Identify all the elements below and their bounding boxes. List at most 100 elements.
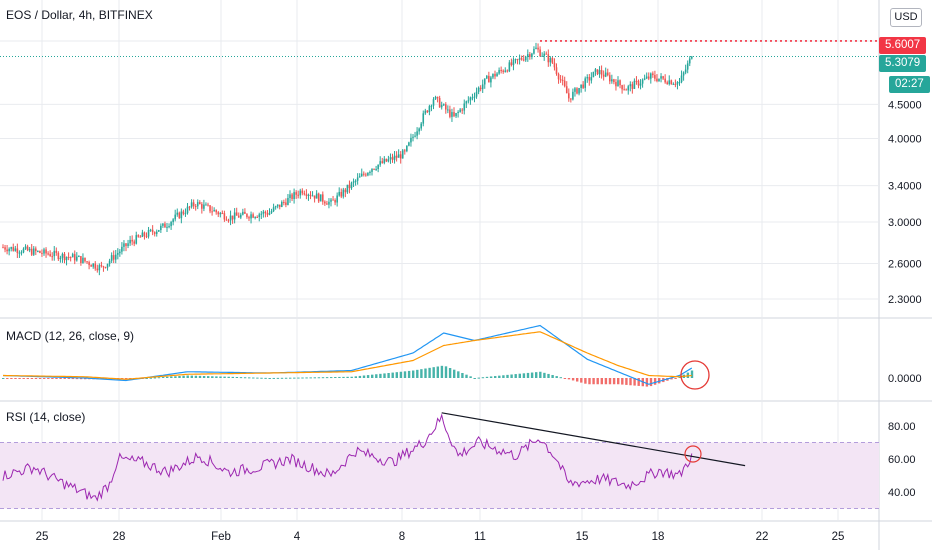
candle-body [127,243,129,247]
macd-histogram-bar [617,378,620,385]
macd-histogram-bar [207,376,210,378]
candle-body [436,96,439,99]
candle-body [588,77,591,81]
candle-body [381,161,384,164]
macd-histogram-bar [198,375,202,378]
candle-body [553,62,556,68]
macd-histogram-bar [38,378,42,379]
macd-histogram-bar [436,366,439,378]
candle-body [291,194,293,200]
candle-body [549,58,552,63]
macd-histogram-bar [301,377,304,379]
currency-label[interactable]: USD [890,8,922,27]
macd-histogram-bar [215,376,218,378]
candle-body [319,194,322,202]
candle-body [51,256,53,258]
candle-body [254,217,256,219]
time-axis-label: 25 [832,531,845,543]
candle-body [592,71,595,78]
time-axis-label: 22 [756,531,769,543]
candle-body [467,100,470,102]
macd-histogram-bar [145,378,148,379]
macd-histogram-bar [481,377,485,379]
macd-histogram-bar [649,378,653,387]
candle-body [281,201,283,208]
candle-body [686,63,689,70]
candle-body [561,79,564,81]
macd-histogram-bar [30,378,34,379]
candle-body [404,150,406,152]
candle-body [311,195,314,197]
candle-body [629,84,632,87]
candle-body [676,82,679,85]
price-axis-label: 3.0000 [888,217,922,229]
candle-body [373,168,375,170]
candle-body [678,81,681,83]
candle-body [650,73,652,79]
time-axis-label: 4 [294,531,301,543]
candle-body [645,76,648,79]
candle-body [178,212,181,219]
candle-body [596,69,599,75]
candle-body [100,265,103,267]
candle-body [270,211,273,213]
candle-body [488,75,490,83]
macd-histogram-bar [67,378,70,379]
macd-legend: MACD (12, 26, close, 9) [6,329,135,343]
candle-body [609,75,611,82]
candle-body [496,73,498,77]
macd-histogram-bar [264,377,267,379]
candle-body [471,97,474,99]
candle-body [283,201,285,203]
macd-histogram-bar [371,374,374,378]
candle-body [639,83,642,86]
candle-body [207,204,209,206]
macd-histogram-bar [584,378,587,384]
candle-body [684,69,687,73]
candle-body [428,106,431,113]
macd-histogram-bar [498,375,501,378]
candle-body [184,213,187,215]
candle-body [410,137,412,143]
macd-histogram-bar [125,378,128,380]
time-axis-label: 11 [474,531,486,543]
candle-body [342,189,345,197]
candle-body [262,211,265,214]
macd-histogram-bar [186,375,189,378]
macd-histogram-bar [559,377,562,379]
macd-histogram-bar [317,377,321,379]
macd-histogram-bar [576,378,579,382]
candle-body [53,250,56,257]
time-axis-label: 8 [399,531,405,543]
candle-body [469,97,472,101]
candle-body [340,191,343,197]
macd-histogram-bar [395,372,398,378]
macd-histogram-bar [592,378,595,385]
candle-body [416,131,418,136]
macd-histogram-bar [79,378,83,380]
macd-histogram-bar [260,377,263,379]
macd-histogram-bar [412,370,415,378]
macd-histogram-bar [469,376,472,378]
candle-body [155,231,158,234]
time-axis-label: 25 [36,531,49,543]
candle-body [586,77,589,79]
candle-body [174,214,176,220]
macd-histogram-bar [227,376,230,378]
candle-body [455,113,457,117]
macd-histogram-bar [539,371,542,378]
candle-body [360,173,363,177]
candle-body [524,56,527,61]
macd-histogram-bar [465,374,468,378]
candle-body [145,236,148,238]
macd-histogram-bar [358,375,362,378]
macd-histogram-bar [202,376,206,378]
candle-body [213,210,215,212]
macd-histogram-bar [55,378,58,379]
candle-body [440,105,443,108]
time-axis-label: 18 [652,531,665,543]
candle-body [149,229,152,231]
candle-body [647,76,650,79]
macd-histogram-bar [424,368,427,378]
